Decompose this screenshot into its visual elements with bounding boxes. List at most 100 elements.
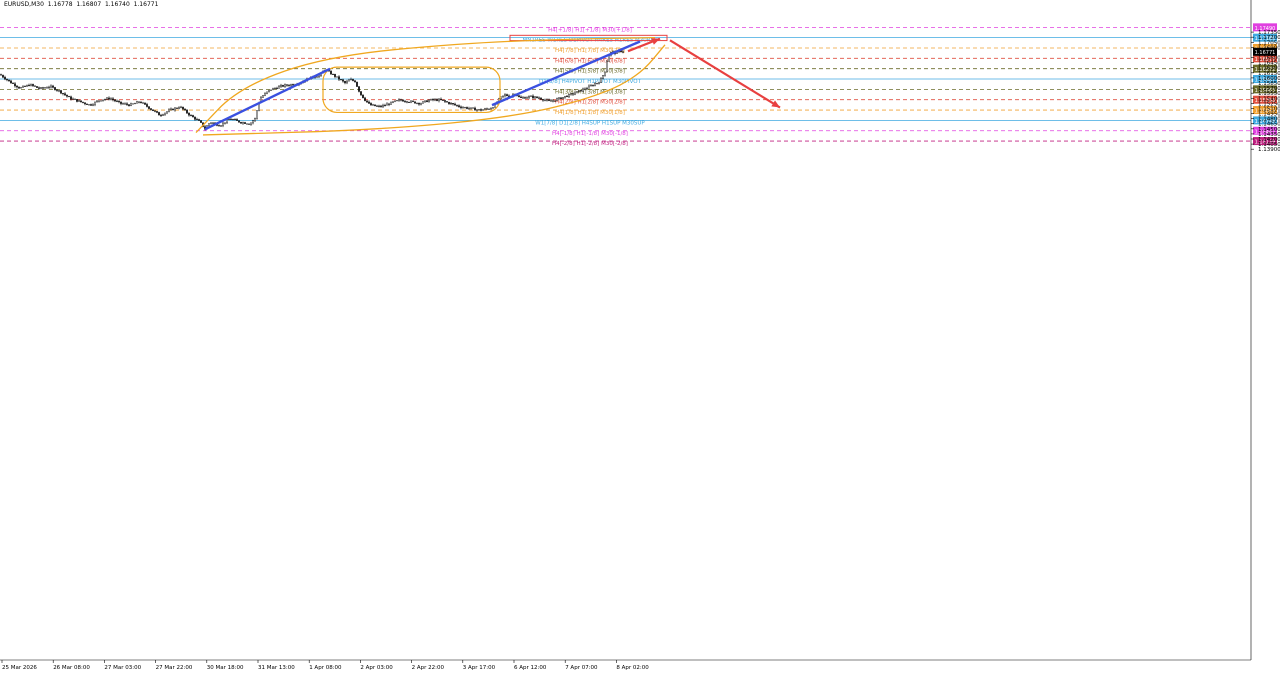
annotations <box>195 34 781 136</box>
candle-body <box>264 93 266 96</box>
candle-body <box>252 120 254 124</box>
candle-body <box>186 109 188 114</box>
candle-body <box>128 104 130 107</box>
level-price-tag <box>1253 64 1277 73</box>
candle-body <box>54 87 56 91</box>
candle-body <box>62 92 64 94</box>
candle-body <box>164 112 166 115</box>
candle-body <box>230 118 232 120</box>
candle-body <box>542 99 544 101</box>
candle-body <box>470 107 472 109</box>
level-price-label: 1.15967 <box>1255 78 1276 84</box>
level-label: H4[7/8] H1[7/8] M30[7/8] <box>555 48 625 54</box>
price-tick-label: 1.14500 <box>1258 127 1280 133</box>
level-price-label: 1.15358 <box>1255 98 1276 104</box>
candle-body <box>560 97 562 100</box>
candle-body <box>522 97 524 99</box>
candle-body <box>412 100 414 102</box>
level-price-label: 1.15053 <box>1255 109 1276 115</box>
candle-body <box>596 82 598 84</box>
candle-body <box>502 95 504 97</box>
candle-body <box>420 103 422 105</box>
candle-body <box>446 101 448 103</box>
candle-body <box>358 86 360 92</box>
candle-body <box>568 94 570 98</box>
price-tick-label: 1.16000 <box>1258 76 1280 82</box>
candle-body <box>162 114 164 116</box>
candle-body <box>380 105 382 107</box>
level-price-tag <box>1253 95 1277 104</box>
level-price-tag <box>1253 75 1277 84</box>
candle-body <box>430 98 432 101</box>
candle-body <box>56 89 58 91</box>
candle-body <box>286 84 288 86</box>
trend-line <box>204 67 331 131</box>
price-tick-label: 1.17350 <box>1258 30 1280 36</box>
candle-body <box>262 95 264 98</box>
candle-body <box>238 120 240 123</box>
candle-body <box>382 105 384 107</box>
candle-body <box>80 100 82 103</box>
candle-body <box>174 107 176 111</box>
candle-body <box>402 99 404 102</box>
candle-body <box>72 98 74 100</box>
candle-body <box>88 104 90 106</box>
candle-body <box>546 99 548 101</box>
candle-body <box>594 83 596 86</box>
candle-body <box>488 108 490 110</box>
candle-body <box>48 86 50 88</box>
candle-body <box>6 78 8 81</box>
candle-body <box>558 97 560 99</box>
price-tick-label: 1.16300 <box>1258 66 1280 72</box>
candle-body <box>126 103 128 105</box>
candle-body <box>280 85 282 87</box>
candle-body <box>356 81 358 87</box>
candle-body <box>112 98 114 101</box>
candle-body <box>518 95 520 98</box>
candle-body <box>198 119 200 121</box>
candle-body <box>60 90 62 94</box>
level-price-label: 1.16272 <box>1255 67 1276 73</box>
time-tick-label: 27 Mar 03:00 <box>104 665 141 671</box>
price-tick-label: 1.15250 <box>1258 101 1280 107</box>
candle-body <box>108 97 110 100</box>
price-tick-label: 1.16450 <box>1258 61 1280 67</box>
candle-body <box>346 80 348 84</box>
candle-body <box>270 89 272 91</box>
candle-body <box>366 100 368 103</box>
candle-body <box>10 80 12 84</box>
time-tick-label: 7 Apr 07:00 <box>565 665 598 671</box>
price-tick-label: 1.13900 <box>1258 147 1280 153</box>
symbol-info: EURUSD,M30 1.16778 1.16807 1.16740 1.167… <box>4 1 159 8</box>
candle-body <box>44 87 46 89</box>
candle-body <box>466 107 468 109</box>
candle-body <box>554 100 556 102</box>
candle-body <box>78 100 80 102</box>
price-tick-label: 1.15700 <box>1258 86 1280 92</box>
time-tick-label: 2 Apr 03:00 <box>360 665 393 671</box>
candle-body <box>250 122 252 125</box>
candle-body <box>506 94 508 97</box>
candle-body <box>536 96 538 99</box>
candle-body <box>564 95 566 98</box>
candle-body <box>562 97 564 100</box>
candle-body <box>52 85 54 88</box>
candle-body <box>456 104 458 106</box>
candle-body <box>348 79 350 82</box>
candle-body <box>408 101 410 103</box>
candle-body <box>38 87 40 89</box>
candle-body <box>232 119 234 121</box>
candle-body <box>570 93 572 95</box>
candle-body <box>394 100 396 102</box>
time-tick-label: 30 Mar 18:00 <box>207 665 244 671</box>
candle-body <box>102 99 104 101</box>
candle-body <box>130 103 132 107</box>
candle-body <box>160 114 162 116</box>
candle-body <box>538 97 540 99</box>
candle-body <box>158 112 160 116</box>
candle-body <box>228 118 230 120</box>
candle-body <box>142 102 144 104</box>
candle-body <box>244 122 246 124</box>
